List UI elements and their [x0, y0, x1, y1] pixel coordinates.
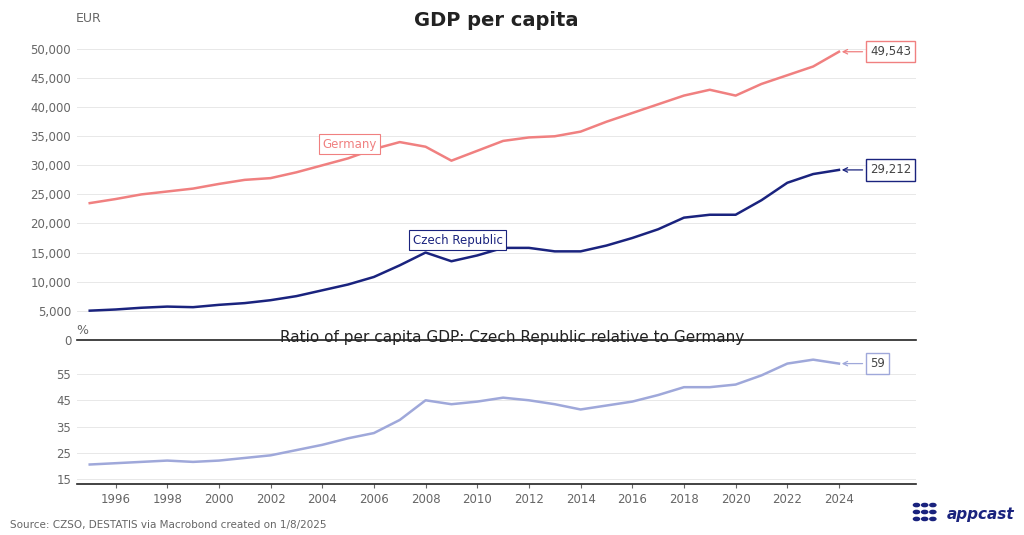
Text: 59: 59: [843, 357, 885, 370]
Text: appcast: appcast: [947, 507, 1015, 522]
Title: GDP per capita: GDP per capita: [415, 11, 579, 30]
Text: EUR: EUR: [76, 12, 101, 25]
Text: Germany: Germany: [323, 138, 377, 151]
Text: 49,543: 49,543: [843, 45, 911, 58]
Text: Source: CZSO, DESTATIS via Macrobond created on 1/8/2025: Source: CZSO, DESTATIS via Macrobond cre…: [10, 519, 327, 530]
Text: Czech Republic: Czech Republic: [413, 234, 503, 247]
Text: %: %: [76, 324, 88, 338]
Text: 29,212: 29,212: [843, 163, 911, 177]
Text: Ratio of per capita GDP: Czech Republic relative to Germany: Ratio of per capita GDP: Czech Republic …: [280, 330, 744, 345]
